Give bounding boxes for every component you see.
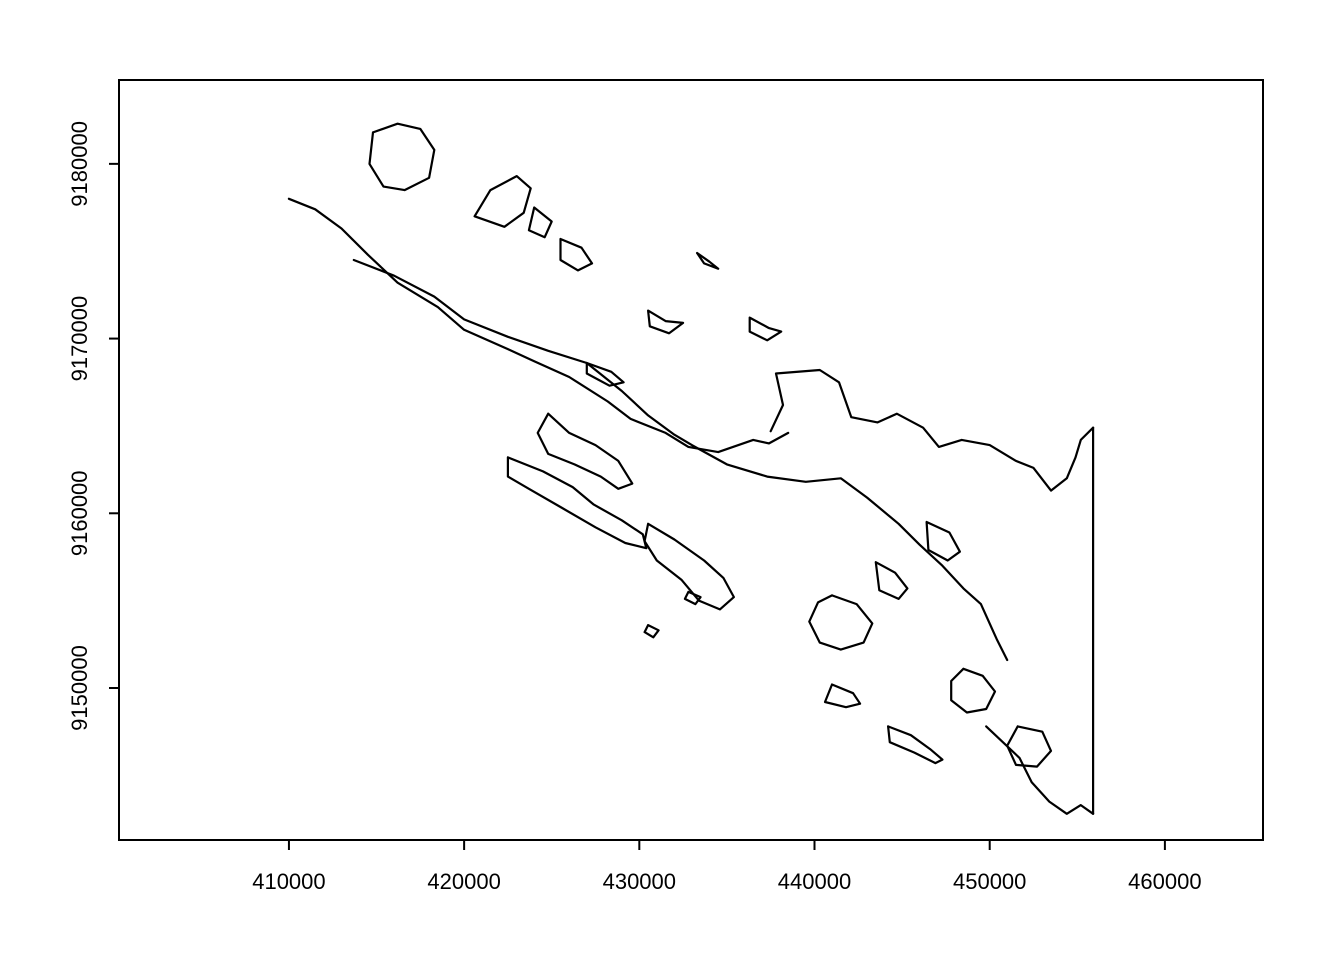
coastline-northeast-coast — [287, 197, 790, 454]
coastline-peninsula-west — [536, 412, 634, 490]
coastline-island-north-2 — [559, 237, 594, 272]
coastline-island-islet-3 — [683, 590, 702, 606]
coastline-south-tip — [985, 725, 1095, 815]
coastline-island-south-5 — [823, 683, 862, 709]
coastline-features — [287, 122, 1095, 815]
coastline-island-east-2 — [925, 520, 961, 562]
coastline-island-south-2 — [808, 594, 874, 651]
y-axis: 9150000 9160000 9170000 9180000 — [67, 121, 120, 731]
coastline-island-south-3 — [950, 667, 997, 714]
coastline-island-south-4 — [1006, 725, 1053, 768]
x-tick-label: 410000 — [252, 869, 325, 894]
coastline-island-islet-1 — [696, 251, 720, 270]
coastline-northwest-lake — [368, 122, 436, 192]
x-axis: 410000 420000 430000 440000 450000 460000 — [252, 839, 1202, 894]
x-tick-label: 420000 — [427, 869, 500, 894]
coastline-island-south-1 — [643, 522, 735, 611]
coastline-island-north-3 — [647, 309, 685, 335]
coastline-island-south-6 — [887, 725, 944, 765]
coastline-island-central-2 — [748, 316, 783, 342]
coastline-island-islet-2 — [643, 624, 660, 639]
y-tick-label: 9170000 — [67, 296, 92, 382]
x-tick-label: 460000 — [1128, 869, 1201, 894]
y-tick-label: 9160000 — [67, 470, 92, 556]
plot-frame — [118, 79, 1264, 841]
coastline-southwest-coast — [352, 258, 1009, 662]
coastline-east-coast — [769, 368, 1095, 492]
x-tick-label: 430000 — [603, 869, 676, 894]
x-tick-label: 450000 — [953, 869, 1026, 894]
coastline-island-north-1 — [527, 206, 553, 239]
x-tick-label: 440000 — [778, 869, 851, 894]
coastline-island-central-1 — [585, 361, 625, 387]
y-tick-label: 9150000 — [67, 645, 92, 731]
coastline-peninsula-southwest — [506, 456, 648, 550]
y-tick-label: 9180000 — [67, 121, 92, 207]
coastline-inlet-central — [473, 175, 532, 228]
coastline-island-east-1 — [874, 561, 909, 600]
